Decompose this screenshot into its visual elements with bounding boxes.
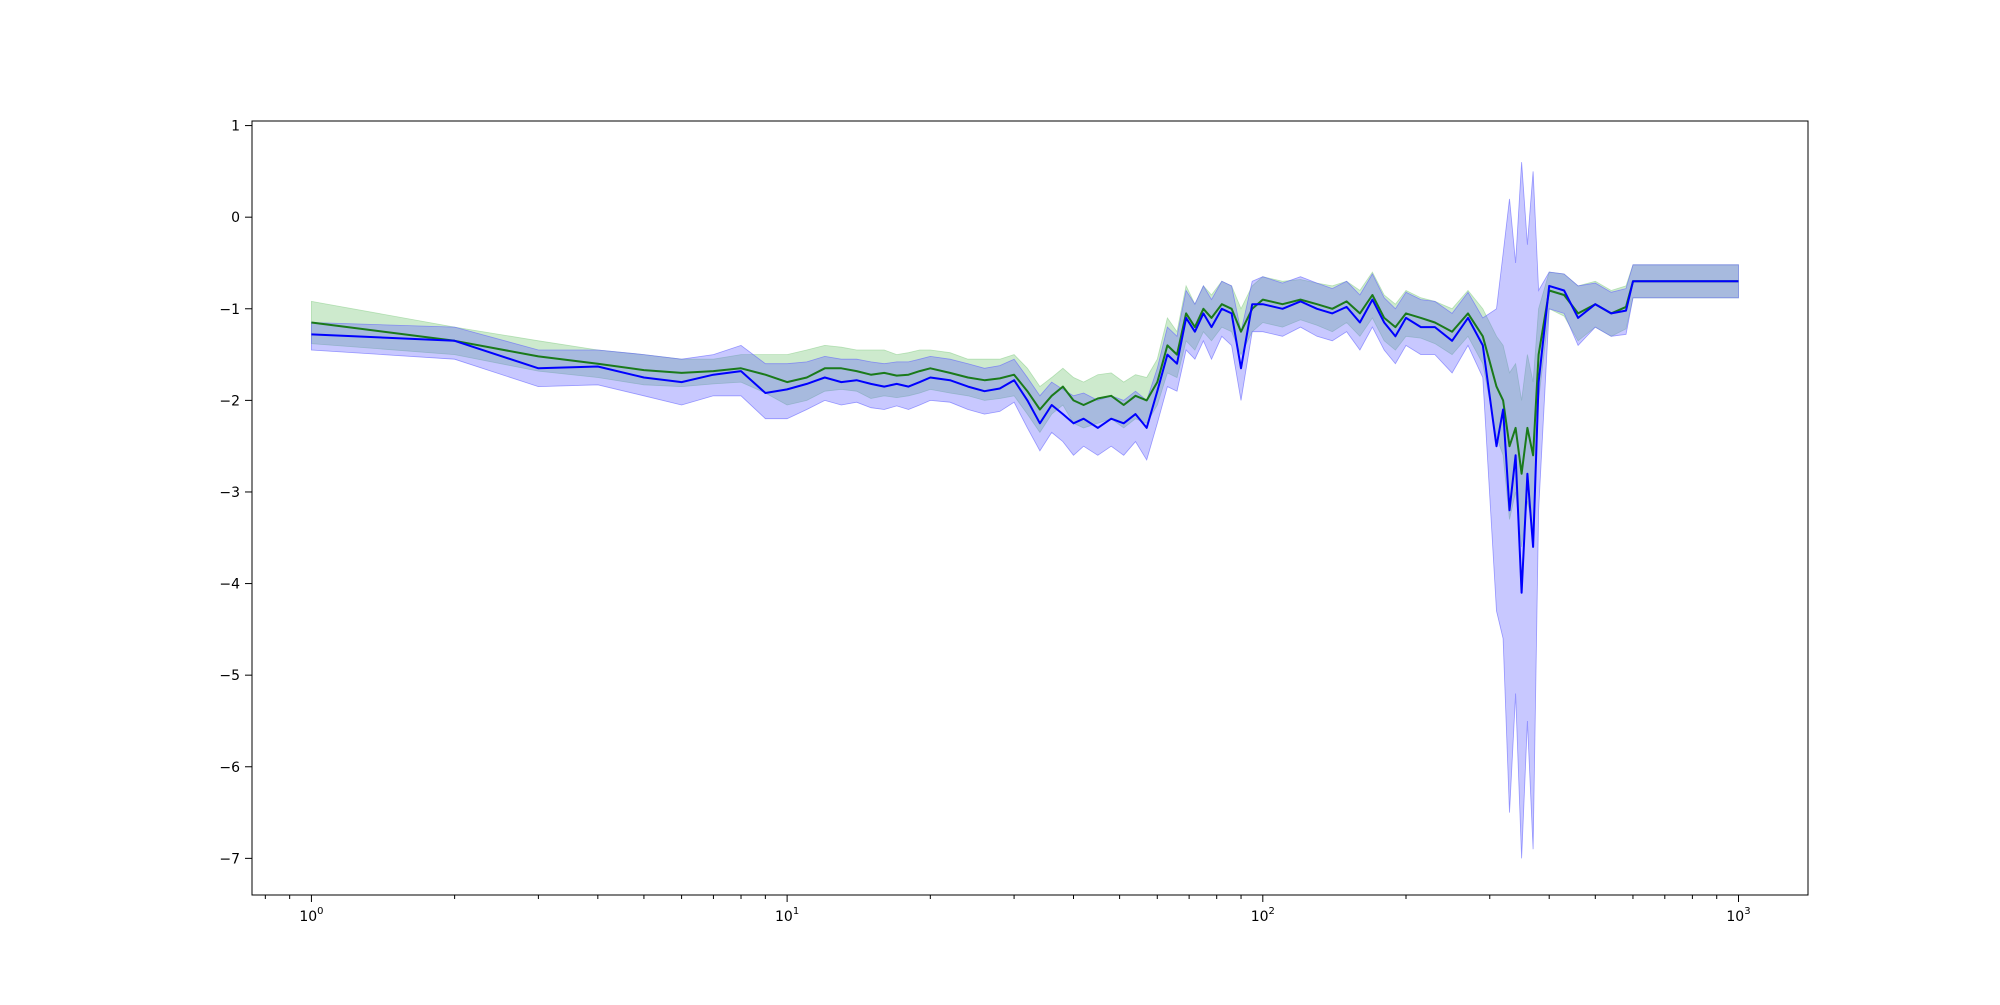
y-tick-label: 0 (231, 210, 240, 226)
confidence-bands (310, 162, 1739, 859)
series-lines (311, 280, 1739, 594)
y-tick-label: −2 (219, 393, 240, 409)
x-tick-label: 100 (299, 906, 323, 925)
x-tick-label: 101 (775, 906, 799, 925)
x-axis: 100 101 102 103 (264, 895, 1751, 925)
blue-series-line (311, 280, 1739, 594)
y-tick-label: −5 (219, 668, 240, 684)
y-tick-label: −1 (219, 302, 240, 318)
green-series-line (311, 280, 1739, 475)
plot-frame (251, 120, 1809, 896)
x-tick-label: 102 (1251, 906, 1275, 925)
y-axis: 1 0 −1 −2 −3 −4 −5 −6 −7 (219, 119, 252, 867)
y-tick-label: −4 (219, 577, 240, 593)
y-tick-label: 1 (231, 119, 240, 135)
y-tick-label: −6 (219, 760, 240, 776)
y-tick-label: −3 (219, 485, 240, 501)
x-tick-label: 103 (1726, 906, 1750, 925)
blue-series-band (310, 162, 1739, 859)
y-tick-label: −7 (219, 851, 240, 867)
